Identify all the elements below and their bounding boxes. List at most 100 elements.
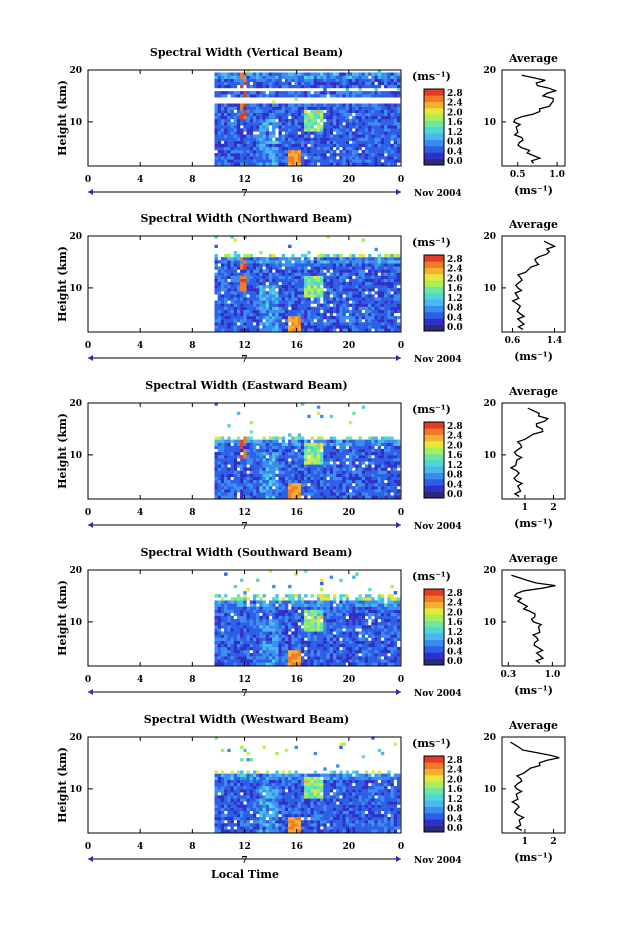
heatmap-cell [364,322,369,326]
heatmap-cell [329,495,334,499]
heatmap-cell [374,103,378,107]
heatmap-cell [300,319,305,323]
heatmap-cell [227,458,231,462]
heatmap-cell [284,467,289,471]
heatmap-cell [249,458,254,462]
heatmap-cell [246,650,250,654]
heatmap-cell [278,115,282,120]
heatmap-cell [339,622,343,626]
heatmap-cell [374,119,378,123]
heatmap-cell [236,303,241,307]
heatmap-cell [275,278,279,283]
heatmap-cell [249,159,254,163]
heatmap-cell [377,162,382,166]
heatmap-cell [233,134,238,138]
heatmap-cell [393,637,398,641]
heatmap-cell [323,275,327,279]
colorbar-swatch [424,280,444,287]
heatmap-cell [288,75,292,79]
heatmap-cell [259,72,263,76]
heatmap-cell [323,328,327,332]
heatmap-cell [371,622,375,626]
heatmap-cell [355,650,359,654]
heatmap-cell [368,662,372,666]
heatmap-cell [316,436,321,440]
heatmap-cell [326,275,330,279]
heatmap-cell [310,125,314,129]
heatmap-cell [323,489,327,493]
heatmap-cell [246,316,250,320]
heatmap-cell [339,281,343,286]
heatmap-cell [236,656,241,660]
heatmap-cell [240,143,244,148]
heatmap-cell [294,263,298,267]
heatmap-cell [332,260,337,264]
heatmap-cell [246,473,250,477]
heatmap-cell [336,439,340,443]
heatmap-cell [246,112,250,117]
heatmap-cell [220,257,225,261]
heatmap-cell [278,94,282,98]
heatmap-cell [230,294,234,298]
heatmap-cell [275,91,279,95]
heatmap-cell [355,275,359,279]
heatmap-cell [310,278,314,283]
heatmap-cell [252,112,257,117]
heatmap-cell [249,495,254,499]
heatmap-cell [329,275,334,279]
colorbar-swatch [424,158,444,166]
heatmap-cell [342,285,346,289]
heatmap-cell [387,103,391,107]
heatmap-cell [352,269,356,273]
heatmap-cell [230,125,234,129]
heatmap-cell [304,275,308,279]
heatmap-cell [217,489,222,493]
heatmap-cell [252,461,257,465]
heatmap-cell [227,257,231,261]
heatmap-cell [352,646,356,651]
heatmap-cell [390,631,394,635]
heatmap-cell [310,72,314,76]
heatmap-cell [281,476,286,481]
heatmap-cell [336,112,340,117]
heatmap-cell [393,137,398,141]
heatmap-cell [348,436,353,440]
heatmap-cell [288,300,292,304]
heatmap-cell [384,662,388,666]
heatmap-cell [288,303,292,307]
heatmap-cell [291,445,295,450]
heatmap-cell [220,103,225,107]
heatmap-cell [345,294,350,298]
heatmap-cell [297,272,302,276]
heatmap-cell [220,328,225,332]
heatmap-cell [214,452,218,456]
heatmap-cell [249,306,254,310]
heatmap-cell [275,275,279,279]
heatmap-cell [393,75,398,79]
heatmap-cell [390,78,394,82]
heatmap-cell [393,300,398,304]
heatmap-cell [252,103,257,107]
heatmap-cell [348,312,353,317]
heatmap-cell [224,84,228,89]
heatmap-cell [224,81,228,86]
heatmap-cell [227,288,231,292]
colorbar-tick-label: 2.0 [447,274,463,284]
heatmap-cell [393,109,398,113]
heatmap-cell [294,134,298,138]
heatmap-cell [329,637,334,641]
heatmap-cell [291,300,295,304]
heatmap-cell [272,115,276,120]
heatmap-cell [361,75,366,79]
heatmap-cell [272,458,276,462]
heatmap-cell [352,309,356,314]
heatmap-cell [355,159,359,163]
heatmap-cell [336,464,340,468]
heatmap-cell [256,275,260,279]
heatmap-cell [297,146,302,151]
heatmap-cell [281,445,286,450]
profile-frame [501,402,566,500]
heatmap-cell [329,442,334,446]
heatmap-cell [336,646,340,651]
heatmap-cell [358,439,362,443]
